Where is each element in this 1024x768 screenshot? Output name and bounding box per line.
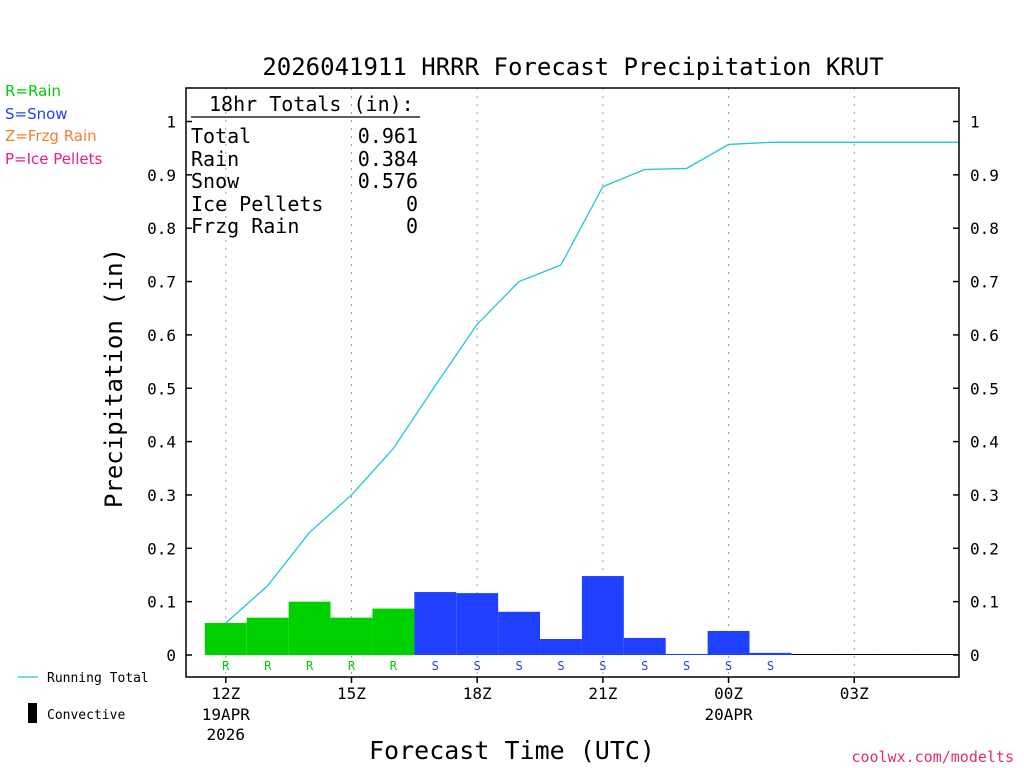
y-tick-label-left-1: 1 [166, 113, 176, 132]
bar-hour-27 [833, 654, 876, 655]
x-tick-date-12Z: 19APR [202, 705, 251, 724]
x-tick-label-18Z: 18Z [463, 684, 492, 703]
plot-frame [185, 87, 960, 678]
y-tick-label-right-0.9: 0.9 [970, 166, 999, 185]
bar-hour-18 [456, 593, 499, 655]
totals-label-rain: Rain [191, 147, 239, 171]
y-tick-label-left-0.4: 0.4 [147, 433, 176, 452]
bar-hour-29 [917, 654, 959, 655]
ptype-marker-14: R [306, 659, 314, 673]
y-tick-label-right-0.6: 0.6 [970, 326, 999, 345]
y-tick-label-right-0.3: 0.3 [970, 486, 999, 505]
y-tick-label-right-0.2: 0.2 [970, 539, 999, 558]
legend-convective: Convective [47, 708, 125, 723]
y-tick-label-right-0.1: 0.1 [970, 593, 999, 612]
y-tick-label-right-0.5: 0.5 [970, 379, 999, 398]
running-total-series [225, 141, 959, 624]
legend-running-total: Running Total [47, 671, 149, 686]
x-axis-label: Forecast Time (UTC) [369, 736, 655, 765]
y-tick-label-right-0.7: 0.7 [970, 273, 999, 292]
totals-label-total: Total [191, 124, 251, 148]
totals-header: 18hr Totals (in): [209, 92, 414, 116]
bar-hour-16 [372, 608, 415, 655]
bar-hour-17 [414, 592, 457, 655]
totals-label-frzg-rain: Frzg Rain [191, 214, 299, 238]
y-tick-label-left-0.9: 0.9 [147, 166, 176, 185]
ptype-marker-21: S [599, 659, 606, 673]
y-tick-label-right-0: 0 [970, 646, 980, 665]
ptype-legend: R=Rain S=Snow Z=Frzg Rain P=Ice Pellets [5, 82, 102, 168]
convective-swatch [28, 703, 37, 723]
x-tick-label-12Z: 12Z [211, 684, 240, 703]
bottom-legend: Running Total Convective [18, 671, 149, 723]
ptype-marker-17: S [432, 659, 439, 673]
totals-value-total: 0.961 [358, 124, 418, 148]
y-tick-label-left-0.3: 0.3 [147, 486, 176, 505]
y-tick-label-left-0.2: 0.2 [147, 539, 176, 558]
ptype-marker-20: S [557, 659, 564, 673]
bar-hour-13 [246, 617, 289, 655]
bar-hour-20 [540, 638, 582, 655]
bar-hour-26 [791, 654, 834, 655]
legend-rain: R=Rain [5, 82, 61, 100]
y-axis-label: Precipitation (in) [100, 248, 128, 508]
legend-ice-pellets: P=Ice Pellets [5, 150, 102, 168]
bar-hour-21 [581, 576, 624, 655]
ptype-marker-22: S [641, 659, 648, 673]
bar-hour-24 [707, 630, 750, 655]
y-tick-label-left-0.8: 0.8 [147, 219, 176, 238]
bar-hour-15 [330, 617, 373, 655]
ptype-marker-15: R [348, 659, 356, 673]
y-tick-label-right-0.8: 0.8 [970, 219, 999, 238]
ptype-marker-16: R [390, 659, 398, 673]
bars [204, 576, 959, 655]
totals-value-frzg-rain: 0 [406, 214, 418, 238]
ptype-marker-23: S [683, 659, 690, 673]
x-tick-label-03Z: 03Z [840, 684, 869, 703]
totals-value-ice-pellets: 0 [406, 192, 418, 216]
totals-value-rain: 0.384 [358, 147, 418, 171]
running-total-line [225, 141, 959, 624]
x-tick-date-00Z: 20APR [704, 705, 753, 724]
gridlines [225, 88, 855, 677]
ptype-marker-19: S [515, 659, 522, 673]
totals-label-snow: Snow [191, 169, 240, 193]
bar-hour-12 [204, 622, 247, 655]
x-tick-year-12Z: 2026 [207, 725, 246, 744]
totals-label-ice-pellets: Ice Pellets [191, 192, 323, 216]
ptype-marker-12: R [222, 659, 230, 673]
x-tick-label-21Z: 21Z [588, 684, 617, 703]
bar-hour-23 [665, 653, 708, 655]
y-axis-ticks: 0 00.1 0.10.2 0.20.3 0.30.4 0.40.5 0.50.6 0.60.… [147, 113, 999, 666]
bar-hour-19 [498, 611, 541, 655]
totals-value-snow: 0.576 [358, 169, 418, 193]
y-tick-label-right-1: 1 [970, 113, 980, 132]
bar-hour-22 [623, 637, 666, 655]
ptype-marker-24: S [725, 659, 732, 673]
source-credit: coolwx.com/modelts [851, 748, 1014, 766]
legend-frzg-rain: Z=Frzg Rain [5, 127, 97, 145]
bar-hour-14 [288, 601, 331, 655]
x-tick-label-00Z: 00Z [714, 684, 743, 703]
ptype-marker-25: S [767, 659, 774, 673]
y-tick-label-left-0.1: 0.1 [147, 593, 176, 612]
ptype-marker-13: R [264, 659, 272, 673]
legend-snow: S=Snow [5, 105, 68, 123]
bar-hour-28 [875, 654, 918, 655]
y-tick-label-left-0.5: 0.5 [147, 379, 176, 398]
y-tick-label-left-0.7: 0.7 [147, 273, 176, 292]
y-tick-label-right-0.4: 0.4 [970, 433, 999, 452]
y-tick-label-left-0.6: 0.6 [147, 326, 176, 345]
chart-title: 2026041911 HRRR Forecast Precipitation K… [262, 53, 883, 81]
totals-box: 18hr Totals (in): Total 0.961 Rain 0.384… [191, 92, 420, 238]
y-tick-label-left-0: 0 [166, 646, 176, 665]
bar-hour-25 [749, 652, 792, 655]
x-tick-label-15Z: 15Z [337, 684, 366, 703]
ptype-marker-18: S [474, 659, 481, 673]
